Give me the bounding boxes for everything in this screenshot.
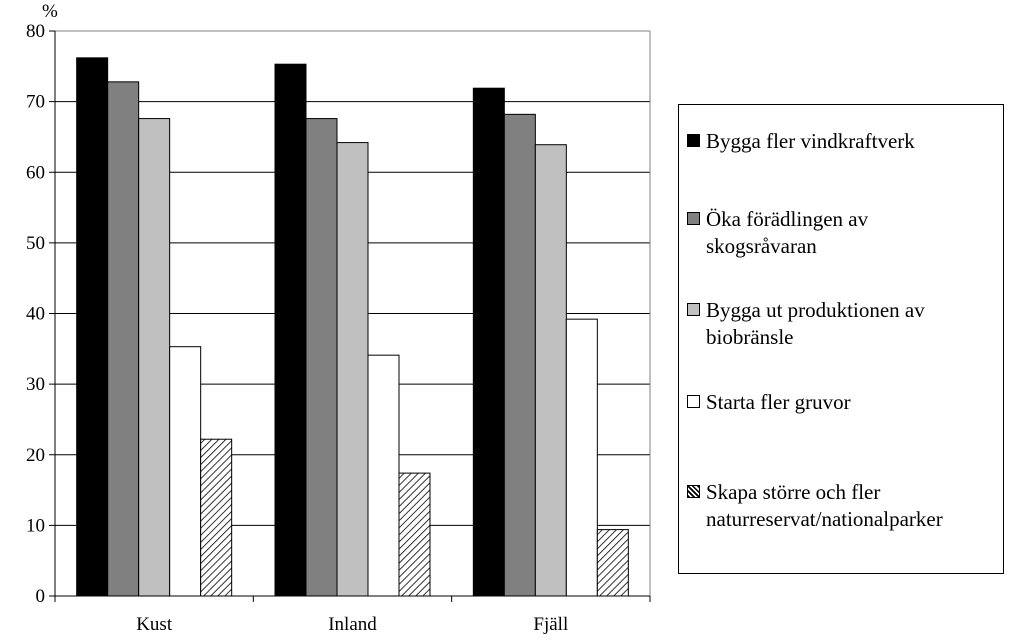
axes — [49, 30, 651, 602]
bar — [534, 144, 567, 597]
legend-item: Öka förädlingen av skogsråvaran — [687, 206, 868, 260]
y-tick-label: 0 — [36, 586, 46, 607]
bar — [398, 472, 431, 597]
legend-label: Bygga fler vindkraftverk — [706, 129, 915, 153]
bars — [76, 57, 629, 597]
y-tick-label: 80 — [26, 21, 45, 42]
legend-label: Bygga ut produktionen av biobränsle — [706, 298, 925, 349]
bar — [107, 81, 140, 597]
legend-swatch — [687, 303, 700, 316]
category-label: Kust — [136, 614, 173, 635]
y-tick-label: 30 — [26, 374, 45, 395]
y-tick-label: 10 — [26, 515, 45, 536]
category-label: Fjäll — [533, 614, 568, 635]
bar — [472, 87, 505, 597]
legend-item: Bygga fler vindkraftverk — [687, 128, 915, 155]
bar — [76, 57, 109, 597]
bar — [274, 63, 307, 597]
bar — [503, 113, 536, 597]
legend-item: Bygga ut produktionen av biobränsle — [687, 297, 925, 351]
bar — [596, 529, 629, 597]
category-label: Inland — [328, 614, 377, 635]
y-tick-label: 70 — [26, 92, 45, 113]
legend-label: Öka förädlingen av skogsråvaran — [706, 207, 869, 258]
legend-swatch — [687, 395, 700, 408]
y-axis-label: % — [42, 1, 58, 22]
y-tick-label: 20 — [26, 445, 45, 466]
bar — [200, 438, 233, 597]
legend-swatch — [687, 134, 700, 147]
bar — [169, 346, 202, 597]
bar — [565, 318, 598, 597]
legend-item: Starta fler gruvor — [687, 389, 851, 416]
bar — [138, 118, 171, 597]
legend-label: Starta fler gruvor — [706, 390, 851, 414]
legend: Bygga fler vindkraftverk Öka förädlingen … — [678, 104, 1004, 574]
bar — [336, 142, 369, 597]
y-tick-label: 40 — [26, 304, 45, 325]
category-labels: Kust Inland Fjäll — [136, 614, 568, 635]
legend-item: Skapa större och fler naturreservat/nati… — [687, 479, 943, 533]
legend-label: Skapa större och fler naturreservat/nati… — [706, 480, 943, 531]
legend-swatch — [687, 485, 700, 498]
y-tick-labels: 0 10 20 30 40 50 60 70 80 — [26, 21, 45, 607]
y-tick-label: 60 — [26, 162, 45, 183]
y-tick-label: 50 — [26, 233, 45, 254]
legend-swatch — [687, 212, 700, 225]
bar — [305, 118, 338, 597]
bar — [367, 354, 400, 597]
